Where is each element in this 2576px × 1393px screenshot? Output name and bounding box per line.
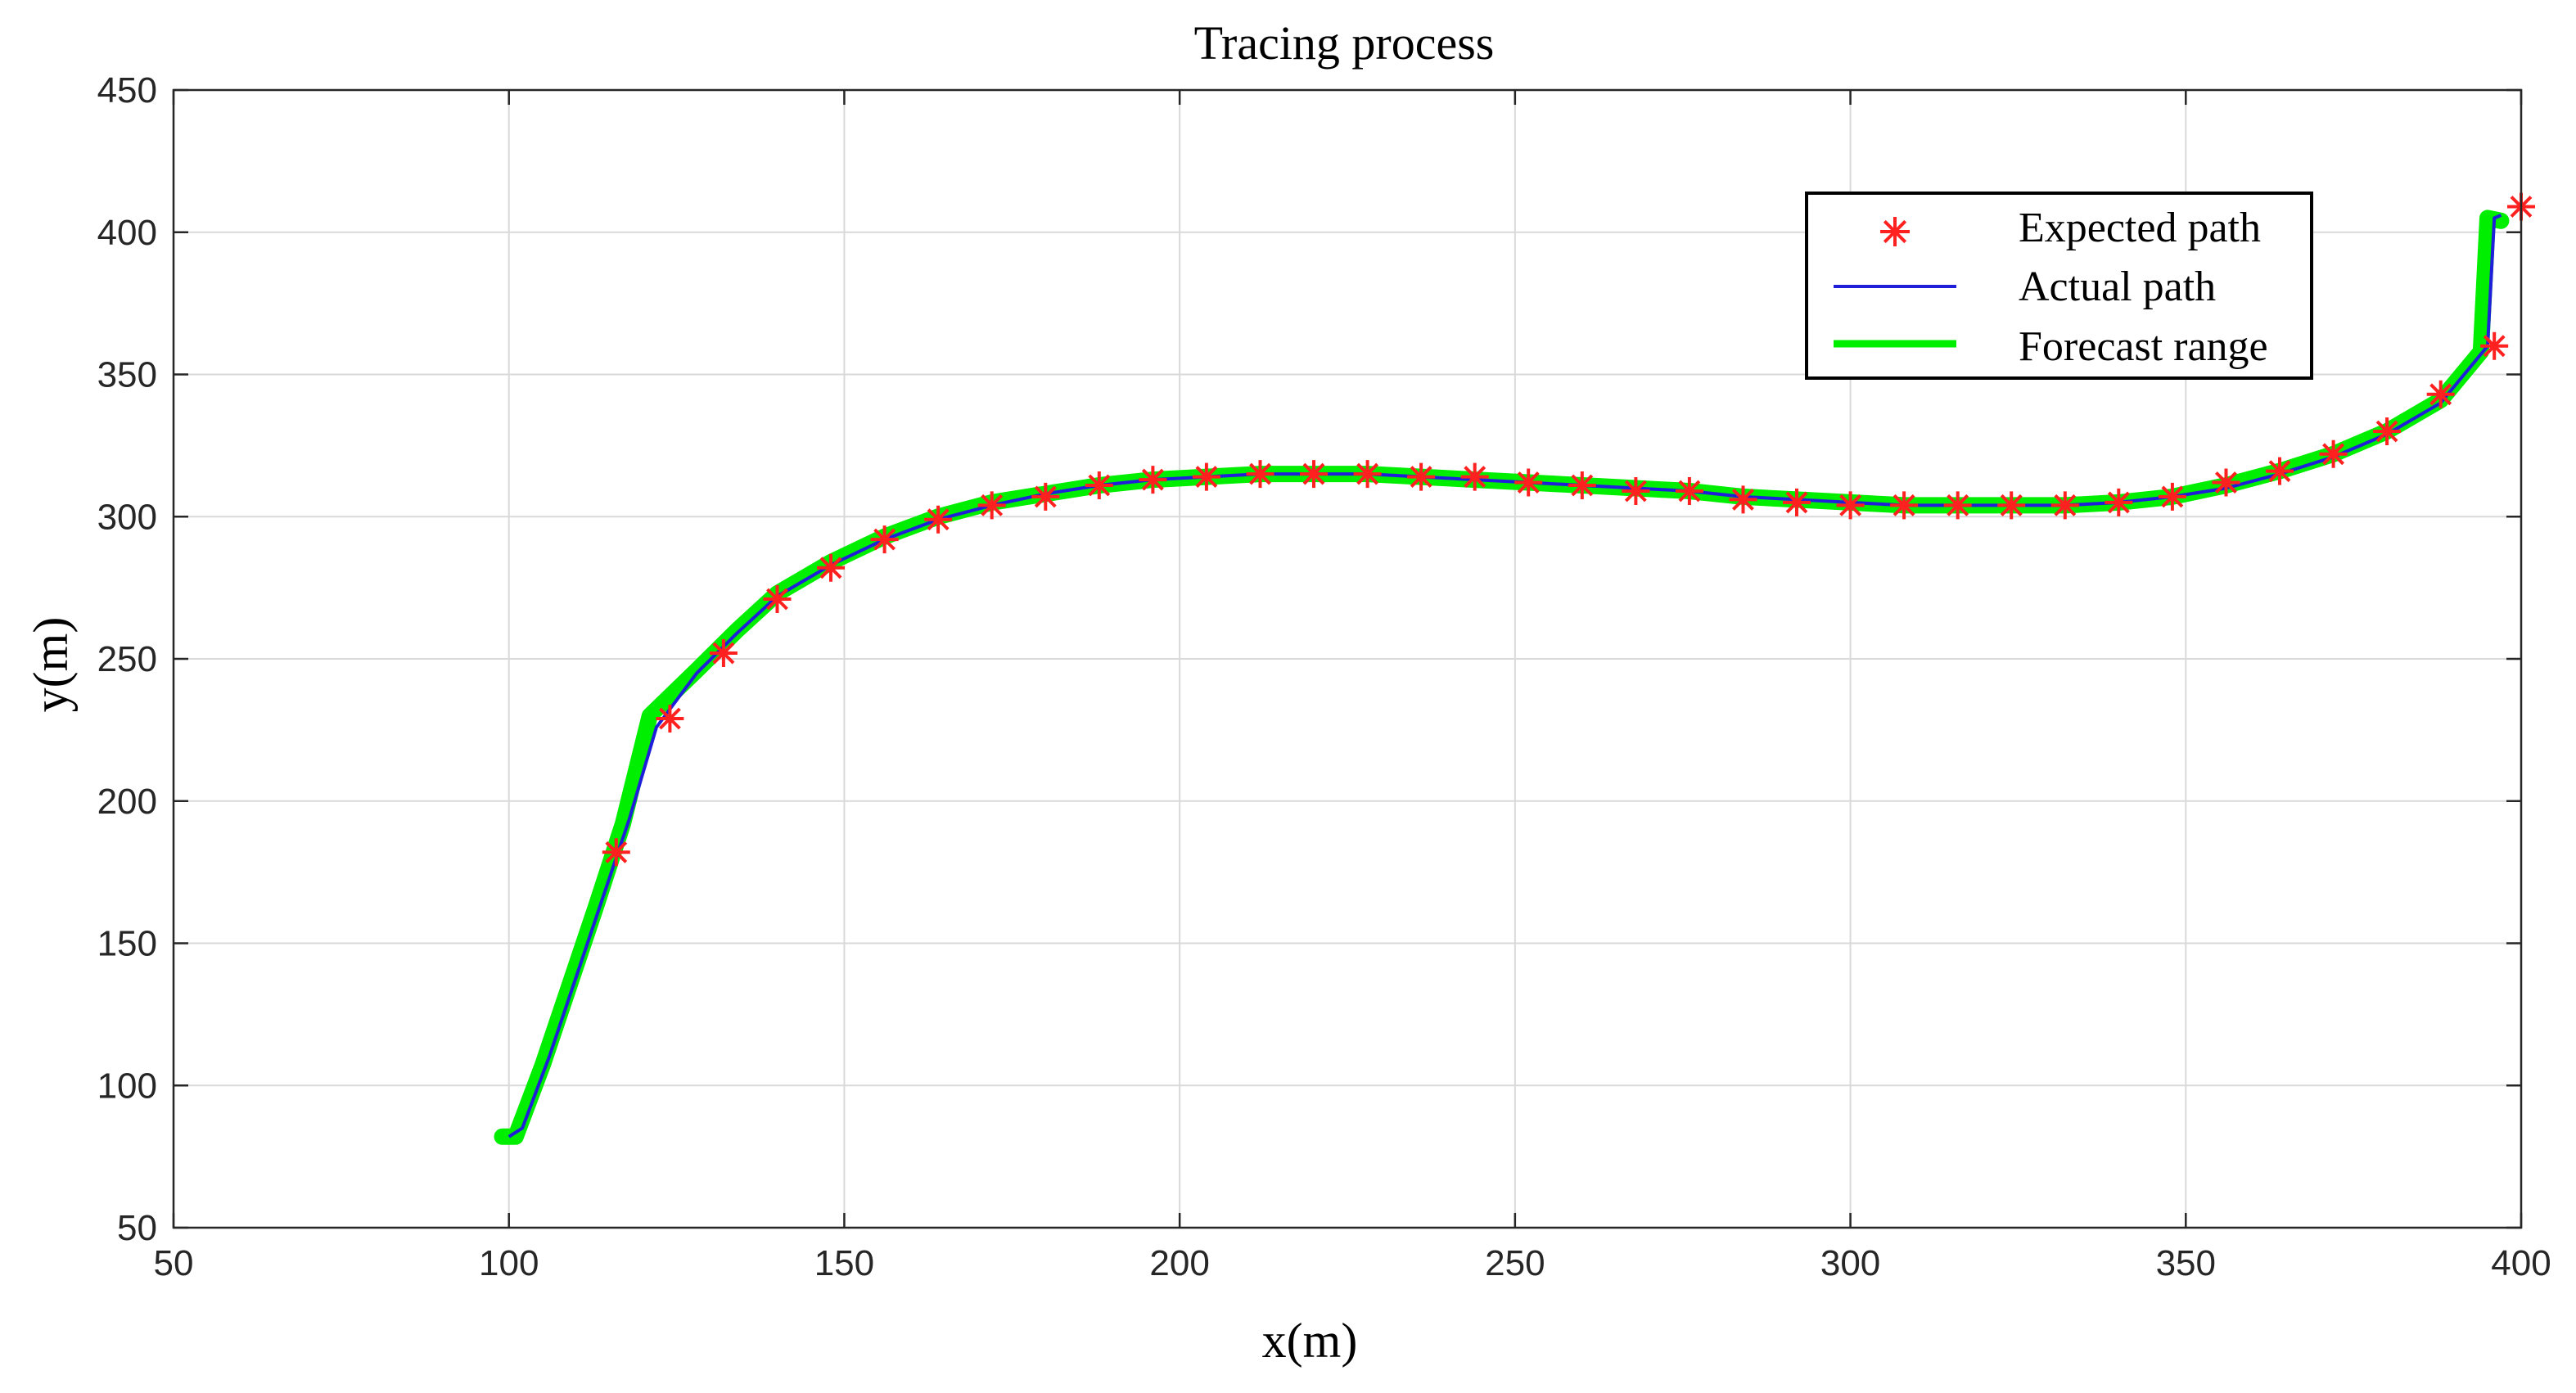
expected-path-marker <box>2158 482 2186 511</box>
y-tick-label: 200 <box>97 782 157 822</box>
x-tick-label: 200 <box>1149 1243 1209 1283</box>
expected-path-marker <box>602 838 630 867</box>
y-tick-label: 350 <box>97 355 157 395</box>
y-axis-title: y(m) <box>24 617 78 713</box>
x-tick-label: 50 <box>154 1243 194 1283</box>
expected-path-marker <box>1192 462 1220 491</box>
expected-path-marker <box>1836 491 1865 520</box>
expected-path-marker <box>763 585 792 613</box>
expected-path-series <box>602 192 2535 867</box>
y-tick-label: 400 <box>97 213 157 253</box>
expected-path-marker <box>2319 440 2348 468</box>
x-tick-label: 300 <box>1820 1243 1880 1283</box>
axis-ticks: 50 100 150 200 250 300 350 400 50 100 150 200 250 300… <box>97 70 2551 1283</box>
expected-path-marker <box>977 491 1006 520</box>
x-tick-label: 250 <box>1485 1243 1545 1283</box>
y-tick-label: 50 <box>117 1208 157 1248</box>
legend-label-forecast: Forecast range <box>2019 323 2268 370</box>
expected-path-marker <box>2212 468 2240 497</box>
expected-path-marker <box>2050 491 2079 520</box>
x-tick-label: 150 <box>814 1243 874 1283</box>
expected-path-marker <box>656 705 684 733</box>
expected-path-marker <box>1943 491 1972 520</box>
x-tick-label: 100 <box>479 1243 539 1283</box>
expected-path-marker <box>709 639 738 667</box>
chart-title: Tracing process <box>1194 16 1495 70</box>
expected-path-marker <box>2480 331 2509 360</box>
expected-path-marker <box>2426 380 2455 408</box>
expected-path-marker <box>1880 217 1910 246</box>
expected-path-marker <box>1246 460 1274 489</box>
y-tick-label: 300 <box>97 497 157 537</box>
plot-frame <box>172 88 2523 1229</box>
x-tick-label: 350 <box>2156 1243 2216 1283</box>
expected-path-marker <box>1353 460 1382 489</box>
legend-label-expected: Expected path <box>2019 205 2261 251</box>
expected-path-marker <box>1675 477 1703 505</box>
y-tick-label: 150 <box>97 924 157 964</box>
expected-path-marker <box>1729 485 1757 514</box>
expected-path-marker <box>1622 477 1650 505</box>
expected-path-marker <box>1139 466 1167 494</box>
expected-path-marker <box>1997 491 2026 520</box>
legend-label-actual: Actual path <box>2019 264 2216 310</box>
legend: Expected path Actual path Forecast range <box>1805 192 2313 380</box>
expected-path-marker <box>870 525 899 554</box>
x-axis-title: x(m) <box>1262 1314 1358 1368</box>
y-tick-label: 450 <box>97 70 157 110</box>
expected-path-marker <box>1890 491 1919 520</box>
x-tick-label: 400 <box>2491 1243 2551 1283</box>
expected-path-marker <box>2266 457 2294 485</box>
y-tick-label: 100 <box>97 1066 157 1106</box>
expected-path-marker <box>924 505 953 534</box>
y-tick-label: 250 <box>97 639 157 679</box>
expected-path-marker <box>1407 462 1436 491</box>
expected-path-marker <box>1783 488 1811 516</box>
expected-path-marker <box>1300 460 1328 489</box>
expected-path-marker <box>1085 471 1113 499</box>
expected-path-marker <box>1568 471 1596 499</box>
expected-path-marker <box>1460 462 1489 491</box>
legend-marker-expected <box>1880 217 1910 246</box>
expected-path-marker <box>1514 468 1543 497</box>
expected-path-marker <box>1031 482 1060 511</box>
expected-path-marker <box>817 553 845 582</box>
expected-path-marker <box>2105 488 2133 516</box>
expected-path-marker <box>2373 417 2402 445</box>
